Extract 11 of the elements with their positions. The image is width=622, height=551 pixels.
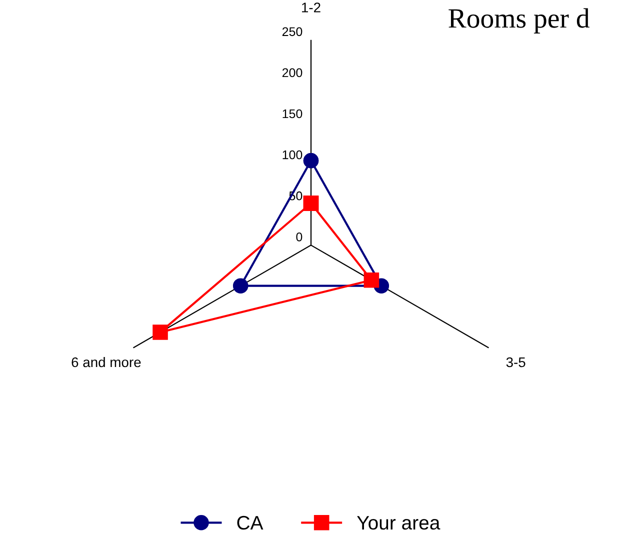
spoke-label: 6 and more xyxy=(72,356,141,368)
spoke-label: 3-5 xyxy=(506,357,526,368)
y-tick-label: 100 xyxy=(282,150,302,160)
chart-title: Rooms per d xyxy=(448,8,590,34)
spoke-label: 1-2 xyxy=(302,2,320,12)
y-tick-label: 0 xyxy=(296,232,302,242)
legend-label: CA xyxy=(237,516,264,530)
legend-label: Your area xyxy=(357,516,440,530)
y-tick-label: 250 xyxy=(282,27,302,36)
y-tick-label: 150 xyxy=(282,109,302,118)
y-tick-label: 200 xyxy=(282,68,302,78)
